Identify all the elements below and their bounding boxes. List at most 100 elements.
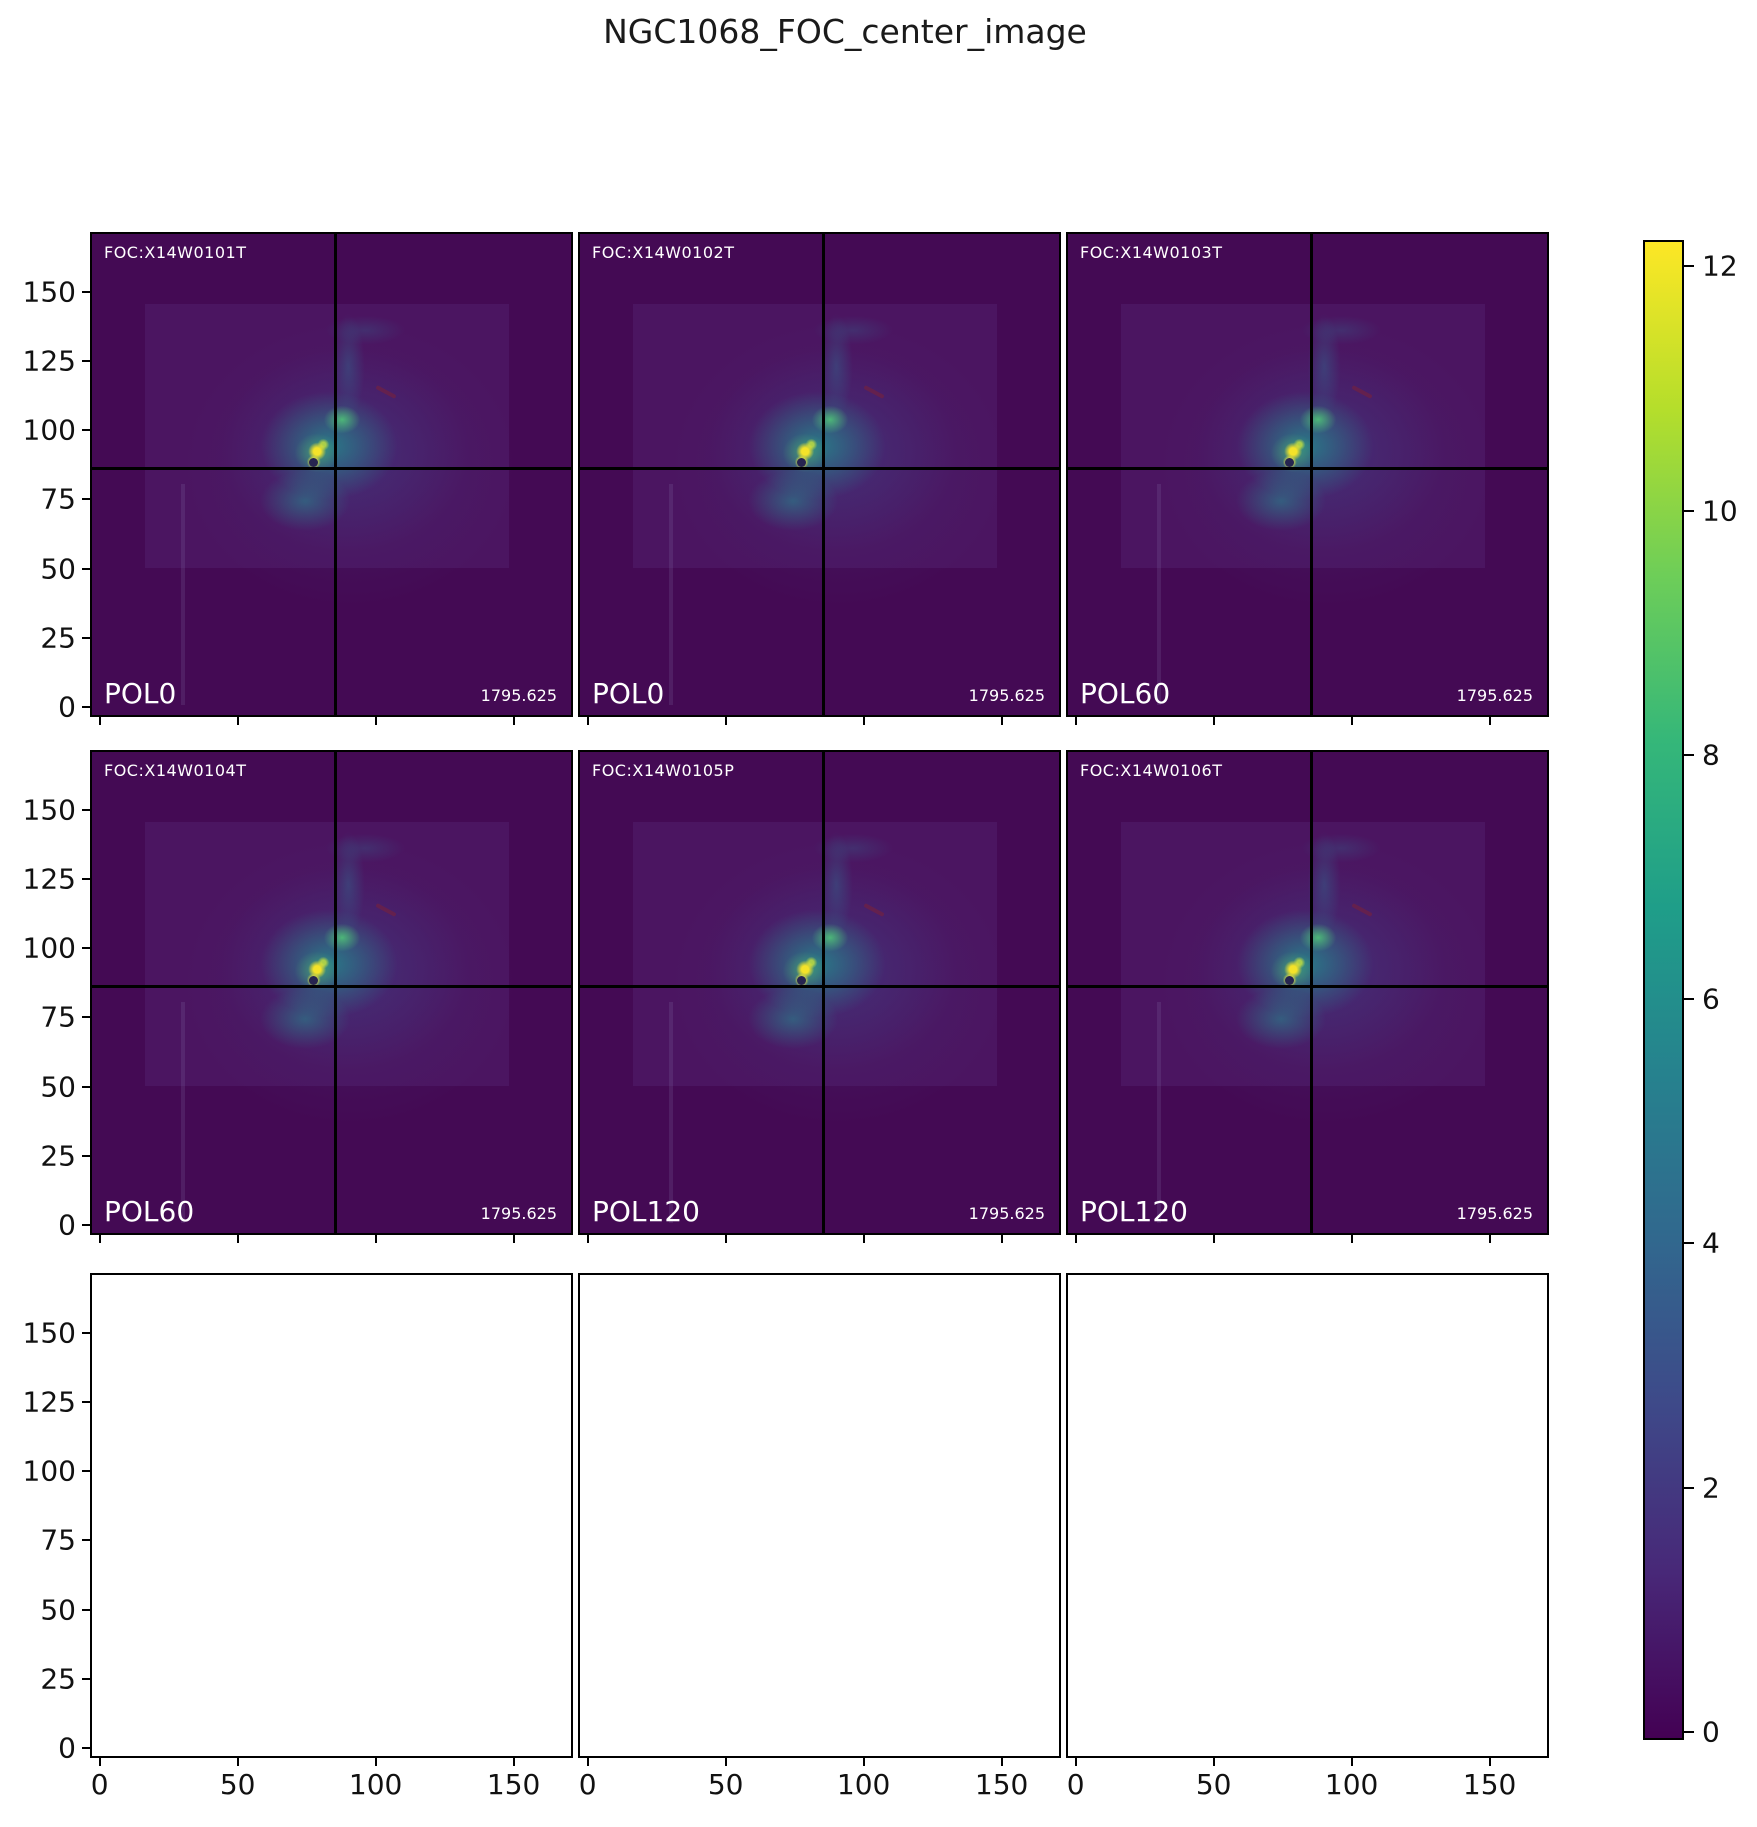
- x-axis-tick-labels-col2: 0 50 100 150: [578, 1768, 1061, 1802]
- subplot-r2c3: FOC:X14W0106T POL120 1795.625: [1066, 750, 1549, 1243]
- colorbar-tick-label: 6: [1702, 982, 1720, 1016]
- x-tick-label: 50: [707, 1768, 744, 1801]
- colorbar-tick-mark: [1684, 509, 1694, 512]
- y-tick-label: 50: [40, 1593, 76, 1627]
- subplot-r1c3: FOC:X14W0103T POL60 1795.625: [1066, 232, 1549, 725]
- x-tick-mark: [98, 715, 101, 725]
- x-axis-ticks: [1066, 1233, 1549, 1245]
- y-tick-label: 75: [40, 482, 76, 516]
- y-tick-label: 75: [40, 1523, 76, 1557]
- polarizer-label: POL60: [104, 1195, 195, 1228]
- galaxy-glow: [1068, 234, 1547, 715]
- figure-title: NGC1068_FOC_center_image: [603, 12, 1087, 51]
- x-tick-mark: [724, 1756, 727, 1766]
- x-tick-mark: [586, 715, 589, 725]
- colorbar-tick-mark: [1684, 753, 1694, 756]
- crosshair-horizontal: [1068, 984, 1547, 988]
- x-tick-mark: [1074, 1233, 1077, 1243]
- y-tick-mark: [82, 877, 92, 880]
- exposure-value: 1795.625: [1456, 1204, 1533, 1223]
- subplot-r1c2: FOC:X14W0102T POL0 1795.625: [578, 232, 1061, 725]
- x-axis-tick-labels-col1: 0 50 100 150: [90, 1768, 573, 1802]
- subplot-r3c2-empty: [578, 1273, 1061, 1766]
- dataset-label: FOC:X14W0105P: [592, 761, 735, 780]
- x-tick-mark: [1350, 1233, 1353, 1243]
- y-tick-label: 0: [58, 1731, 76, 1765]
- y-tick-label: 0: [58, 1208, 76, 1242]
- crosshair-horizontal: [580, 984, 1059, 988]
- y-axis-tick-labels-row1: 150 125 100 75 50 25 0: [0, 232, 76, 724]
- x-tick-label: 0: [578, 1768, 597, 1801]
- polarizer-label: POL120: [1080, 1195, 1188, 1228]
- colorbar-tick-label: 0: [1702, 1715, 1720, 1749]
- x-tick-label: 150: [1462, 1768, 1517, 1801]
- y-tick-mark: [82, 1085, 92, 1088]
- x-tick-label: 50: [1195, 1768, 1232, 1801]
- x-tick-mark: [1000, 1233, 1003, 1243]
- galaxy-image: FOC:X14W0102T POL0 1795.625: [580, 234, 1059, 715]
- y-tick-mark: [82, 947, 92, 950]
- colorbar-tick-label: 2: [1702, 1471, 1720, 1505]
- x-tick-mark: [1488, 715, 1491, 725]
- y-tick-label: 150: [22, 1316, 76, 1350]
- x-tick-mark: [1488, 1233, 1491, 1243]
- y-tick-label: 50: [40, 1070, 76, 1104]
- colorbar-tick-label: 8: [1702, 738, 1720, 772]
- y-tick-mark: [82, 498, 92, 501]
- colorbar-tick-labels: 12 10 8 6 4 2 0: [1682, 242, 1752, 1748]
- y-axis-tick-labels-row3: 150 125 100 75 50 25 0: [0, 1273, 76, 1765]
- dataset-label: FOC:X14W0103T: [1080, 243, 1223, 262]
- dark-spot: [1285, 457, 1295, 467]
- crosshair-vertical: [334, 752, 338, 1233]
- x-tick-mark: [586, 1233, 589, 1243]
- dark-spot: [797, 457, 807, 467]
- crosshair-horizontal: [92, 466, 571, 470]
- dataset-label: FOC:X14W0106T: [1080, 761, 1223, 780]
- x-tick-mark: [724, 1233, 727, 1243]
- x-tick-mark: [1350, 715, 1353, 725]
- subplot-r3c1-empty: [82, 1273, 573, 1766]
- y-tick-mark: [82, 567, 92, 570]
- x-tick-mark: [586, 1756, 589, 1766]
- y-tick-mark: [82, 1747, 92, 1750]
- y-tick-mark: [82, 1155, 92, 1157]
- galaxy-image: FOC:X14W0106T POL120 1795.625: [1068, 752, 1547, 1233]
- exposure-value: 1795.625: [1456, 686, 1533, 705]
- subplot-r2c1: FOC:X14W0104T POL60 1795.625: [82, 750, 573, 1243]
- x-tick-mark: [1488, 1756, 1491, 1766]
- y-tick-mark: [82, 290, 92, 293]
- y-tick-mark: [82, 637, 92, 639]
- galaxy-glow: [580, 752, 1059, 1233]
- crosshair-horizontal: [1068, 466, 1547, 470]
- dark-spot: [309, 457, 319, 467]
- colorbar-tick-mark: [1684, 1730, 1694, 1733]
- x-tick-label: 100: [348, 1768, 403, 1801]
- crosshair-vertical: [822, 234, 826, 715]
- y-tick-label: 25: [40, 621, 76, 655]
- x-tick-mark: [98, 1756, 101, 1766]
- x-axis-ticks: [578, 715, 1061, 727]
- crosshair-vertical: [1310, 752, 1314, 1233]
- subplot-r2c2: FOC:X14W0105P POL120 1795.625: [578, 750, 1061, 1243]
- dark-spot: [309, 975, 319, 985]
- x-tick-mark: [862, 1233, 865, 1243]
- x-tick-label: 100: [836, 1768, 891, 1801]
- x-tick-label: 150: [974, 1768, 1029, 1801]
- x-axis-ticks: [90, 715, 573, 727]
- x-tick-mark: [1212, 715, 1215, 725]
- y-tick-mark: [82, 359, 92, 362]
- x-axis-ticks: [1066, 1756, 1549, 1768]
- colorbar-tick-mark: [1684, 1486, 1694, 1489]
- y-tick-label: 125: [22, 1385, 76, 1419]
- x-axis-ticks: [90, 1756, 573, 1768]
- x-axis-ticks: [90, 1233, 573, 1245]
- dataset-label: FOC:X14W0104T: [104, 761, 247, 780]
- galaxy-image: FOC:X14W0104T POL60 1795.625: [92, 752, 571, 1233]
- x-tick-mark: [1000, 715, 1003, 725]
- x-tick-mark: [374, 1756, 377, 1766]
- y-tick-label: 100: [22, 413, 76, 447]
- dark-spot: [1285, 975, 1295, 985]
- y-tick-label: 125: [22, 344, 76, 378]
- x-tick-mark: [1000, 1756, 1003, 1766]
